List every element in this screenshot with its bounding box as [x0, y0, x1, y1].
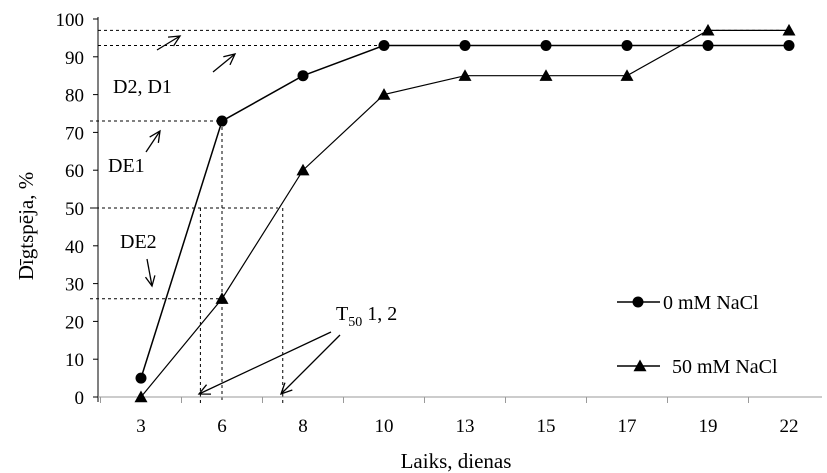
- data-point-triangle: [377, 88, 391, 100]
- data-point-circle: [621, 39, 633, 51]
- legend-marker-circle: [632, 296, 644, 308]
- y-tick-label: 60: [65, 161, 84, 182]
- y-tick-label: 20: [65, 312, 84, 333]
- y-axis-title: Dīgtspēja, %: [14, 172, 38, 280]
- y-tick-label: 30: [65, 275, 84, 296]
- x-tick-label: 19: [699, 416, 718, 437]
- legend-label: 50 mM NaCl: [672, 356, 778, 378]
- x-tick-label: 6: [217, 416, 227, 437]
- annotation-t50-suffix: 1, 2: [362, 303, 397, 325]
- arrow-shaft: [280, 334, 341, 395]
- arrow-shaft: [198, 331, 332, 395]
- x-ticks: 3 6 8 10 13 15 17 19 22: [100, 397, 799, 437]
- y-tick-label: 0: [75, 388, 85, 409]
- data-point-triangle: [620, 69, 634, 81]
- y-tick-label: 100: [56, 10, 85, 31]
- arrow-head: [149, 129, 161, 143]
- arrow-d2: [156, 35, 182, 51]
- data-point-circle: [540, 39, 552, 51]
- annotation-d2-d1: D2, D1: [113, 76, 172, 98]
- arrow-de1: [145, 129, 161, 153]
- axes: [97, 17, 822, 402]
- arrow-head: [167, 35, 182, 47]
- legend-item-2: 50 mM NaCl: [617, 356, 778, 378]
- data-point-triangle: [134, 390, 148, 403]
- annotation-de1: DE1: [108, 155, 145, 177]
- arrow-head: [279, 382, 293, 396]
- y-tick-label: 40: [65, 237, 84, 258]
- arrow-shaft: [212, 53, 236, 73]
- data-point-triangle: [296, 163, 310, 176]
- annotation-t50-main: T: [336, 303, 348, 325]
- arrow-head: [144, 275, 156, 288]
- data-point-circle: [783, 39, 795, 51]
- y-tick-label: 80: [65, 86, 84, 107]
- series-1: [135, 39, 795, 384]
- data-point-circle: [378, 39, 390, 51]
- data-point-triangle: [458, 69, 472, 81]
- series-group: [134, 23, 796, 403]
- y-tick-label: 90: [65, 48, 84, 69]
- reference-lines: [90, 29, 780, 403]
- arrow-shaft: [146, 258, 153, 287]
- arrow-head: [223, 53, 237, 66]
- y-tick-label: 10: [65, 350, 84, 371]
- data-point-circle: [459, 39, 471, 51]
- x-tick-label: 15: [537, 416, 556, 437]
- annotation-t50-sub: 50: [348, 315, 362, 330]
- annotations: D2, D1 DE1 DE2 T50 1, 2: [108, 76, 397, 330]
- legend: 0 mM NaCl 50 mM NaCl: [617, 292, 778, 378]
- data-point-triangle: [782, 23, 796, 36]
- data-point-circle: [135, 372, 147, 384]
- data-point-circle: [297, 70, 309, 82]
- x-tick-label: 8: [298, 416, 308, 437]
- x-tick-label: 3: [136, 416, 146, 437]
- arrow-d1: [212, 53, 237, 73]
- annotation-t50: T50 1, 2: [336, 303, 397, 330]
- data-point-triangle: [701, 23, 715, 36]
- arrow-de2: [144, 258, 156, 288]
- x-tick-label: 22: [780, 416, 799, 437]
- arrow-t50-2: [279, 334, 341, 396]
- data-point-circle: [702, 39, 714, 51]
- x-tick-label: 13: [456, 416, 475, 437]
- series-2: [134, 23, 796, 403]
- annotation-de2: DE2: [120, 231, 157, 253]
- annotation-arrows: [144, 35, 341, 396]
- x-axis-title: Laiks, dienas: [401, 449, 512, 473]
- arrow-shaft: [145, 130, 161, 153]
- data-point-triangle: [215, 292, 229, 304]
- y-ticks: 0 10 20 30 40 50 60 70 80 90 100: [56, 10, 98, 409]
- series-line: [140, 29, 789, 398]
- legend-label: 0 mM NaCl: [663, 292, 759, 314]
- legend-marker-triangle: [633, 359, 647, 372]
- data-point-circle: [216, 115, 228, 127]
- x-tick-label: 10: [375, 416, 394, 437]
- y-tick-label: 70: [65, 123, 84, 144]
- x-tick-label: 17: [618, 416, 637, 437]
- series-line: [140, 44, 789, 379]
- arrow-shaft: [156, 35, 181, 51]
- y-tick-label: 50: [65, 199, 84, 220]
- legend-item-1: 0 mM NaCl: [617, 292, 759, 314]
- data-point-triangle: [539, 69, 553, 81]
- arrow-t50-1: [197, 331, 332, 395]
- arrow-head: [197, 384, 212, 395]
